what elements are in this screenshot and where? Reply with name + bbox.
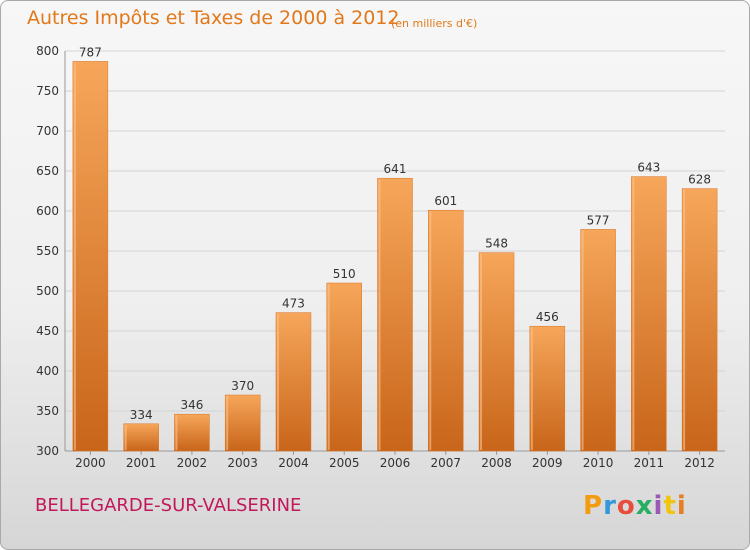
bar <box>123 423 159 452</box>
data-label: 473 <box>282 297 305 311</box>
y-tick-label: 650 <box>36 164 59 178</box>
x-tick-label: 2009 <box>532 456 563 470</box>
data-label: 641 <box>384 162 407 176</box>
x-tick-label: 2005 <box>329 456 360 470</box>
bar <box>478 252 515 452</box>
logo-letter: o <box>616 491 636 521</box>
bar-highlight <box>632 177 635 450</box>
bar-highlight <box>581 230 584 450</box>
bar-highlight <box>124 424 127 450</box>
bar <box>275 312 312 452</box>
bar-highlight <box>480 253 483 450</box>
data-label: 787 <box>79 45 102 59</box>
x-tick-label: 2012 <box>684 456 715 470</box>
bar-highlight <box>226 396 229 450</box>
bar <box>529 325 566 452</box>
bar-highlight <box>429 211 432 450</box>
x-tick-label: 2011 <box>634 456 665 470</box>
bar <box>428 209 464 452</box>
logo-letter: x <box>635 491 654 521</box>
proxiti-logo: Proxiti <box>583 491 687 521</box>
bar <box>72 61 109 452</box>
x-tick-label: 2006 <box>380 456 411 470</box>
data-label: 334 <box>130 408 153 422</box>
y-tick-label: 700 <box>36 124 59 138</box>
y-tick-label: 750 <box>36 84 59 98</box>
data-label: 346 <box>180 398 203 412</box>
x-tick-label: 2002 <box>177 456 208 470</box>
bar <box>377 177 413 452</box>
bar-highlight <box>175 415 178 450</box>
y-tick-label: 450 <box>36 324 59 338</box>
bar <box>224 394 261 452</box>
y-tick-label: 600 <box>36 204 59 218</box>
data-label: 577 <box>587 213 610 227</box>
bar-highlight <box>327 284 330 450</box>
data-label: 601 <box>434 194 457 208</box>
x-tick-label: 2001 <box>126 456 157 470</box>
y-tick-label: 300 <box>36 444 59 458</box>
bar-highlight <box>683 189 686 450</box>
y-tick-label: 400 <box>36 364 59 378</box>
y-tick-label: 350 <box>36 404 59 418</box>
x-tick-label: 2010 <box>583 456 614 470</box>
x-tick-label: 2008 <box>481 456 512 470</box>
x-tick-label: 2003 <box>227 456 258 470</box>
y-tick-label: 500 <box>36 284 59 298</box>
y-tick-label: 800 <box>36 44 59 58</box>
y-tick-label: 550 <box>36 244 59 258</box>
logo-letter: i <box>676 491 687 521</box>
bar-highlight <box>73 62 76 451</box>
data-label: 548 <box>485 237 508 251</box>
logo-letter: i <box>653 491 664 521</box>
commune-name: BELLEGARDE-SUR-VALSERINE <box>35 495 302 516</box>
bar <box>681 188 718 452</box>
logo-letter: P <box>583 491 604 521</box>
x-tick-label: 2007 <box>430 456 461 470</box>
logo-letter: t <box>663 491 677 521</box>
data-label: 370 <box>231 379 254 393</box>
data-label: 510 <box>333 267 356 281</box>
data-label: 456 <box>536 310 559 324</box>
bar-highlight <box>378 179 381 450</box>
bars <box>72 61 718 452</box>
bar-highlight <box>276 313 279 450</box>
labels: 300 350 400 450 500 550 600 650 700 750 800 787 2000… <box>36 44 715 470</box>
bar <box>326 282 362 452</box>
data-label: 628 <box>688 173 711 187</box>
bar <box>631 176 667 452</box>
x-tick-label: 2000 <box>75 456 106 470</box>
chart-title: Autres Impôts et Taxes de 2000 à 2012 <box>27 7 400 29</box>
data-label: 643 <box>637 161 660 175</box>
bar-highlight <box>530 327 533 450</box>
logo-letter: r <box>603 491 617 521</box>
chart-unit: (en milliers d'€) <box>391 17 478 30</box>
bar <box>580 229 616 452</box>
x-tick-label: 2004 <box>278 456 309 470</box>
bar <box>174 413 210 452</box>
